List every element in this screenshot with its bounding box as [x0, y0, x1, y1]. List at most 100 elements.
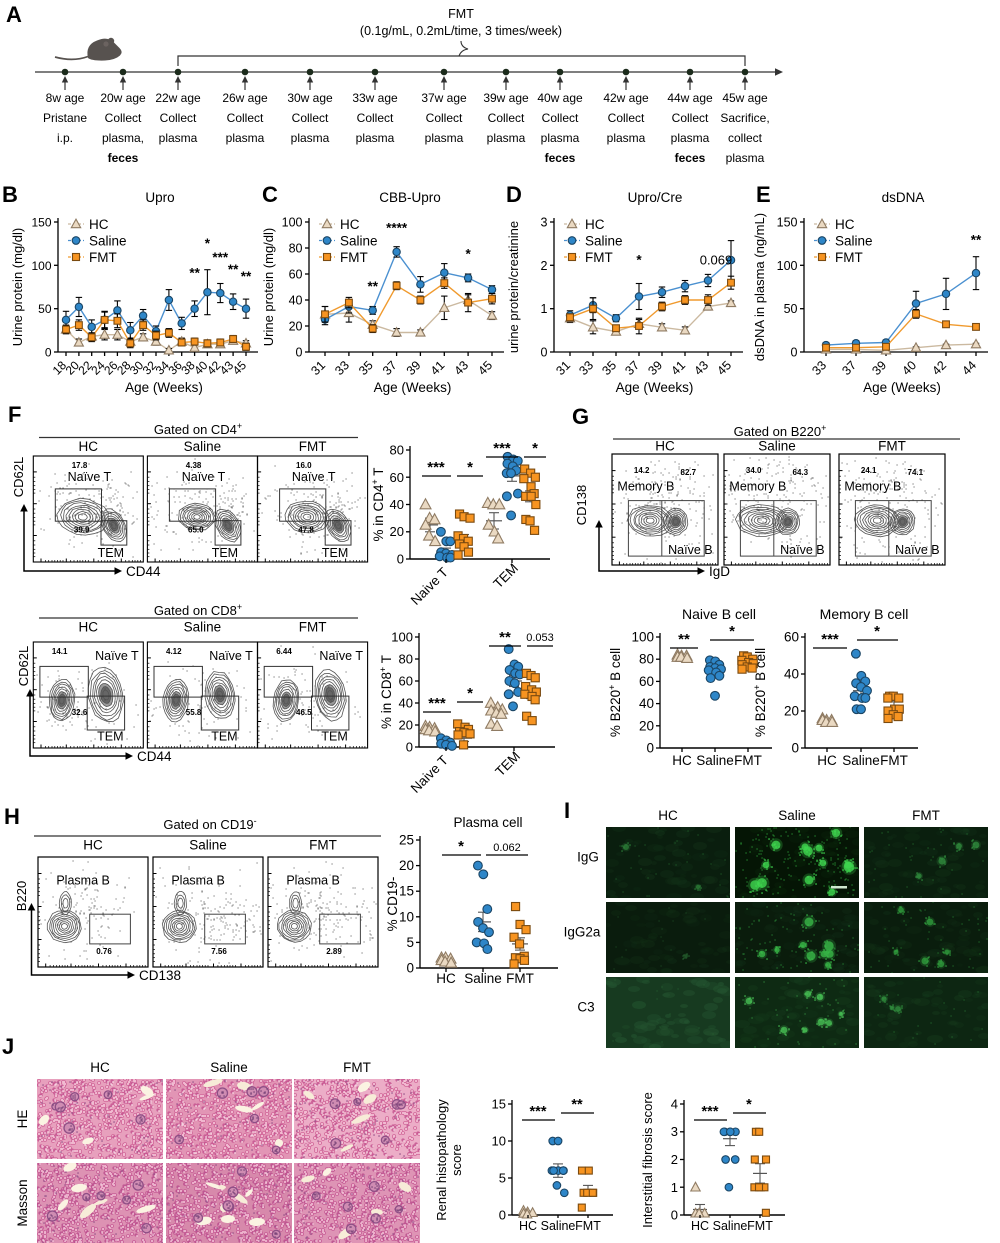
svg-text:Memory B cell: Memory B cell — [820, 606, 909, 622]
svg-text:Plasma B: Plasma B — [56, 874, 110, 888]
svg-text:HC: HC — [817, 753, 837, 768]
svg-text:Urine protein (mg/dl): Urine protein (mg/dl) — [261, 228, 276, 347]
svg-text:Collect: Collect — [488, 111, 525, 125]
svg-text:41: 41 — [668, 358, 688, 378]
svg-text:CD138: CD138 — [574, 485, 589, 525]
svg-text:feces: feces — [545, 151, 576, 165]
svg-text:HC: HC — [83, 838, 103, 853]
svg-text:**: ** — [678, 631, 690, 648]
svg-text:44w age: 44w age — [667, 91, 713, 105]
svg-text:*: * — [467, 459, 473, 476]
svg-text:0: 0 — [541, 346, 548, 360]
svg-text:0: 0 — [406, 740, 413, 755]
svg-text:% CD19-: % CD19- — [385, 877, 400, 932]
svg-text:40: 40 — [390, 497, 404, 512]
svg-text:*: * — [636, 253, 642, 268]
svg-text:37: 37 — [380, 358, 400, 378]
svg-text:plasma: plasma — [607, 131, 646, 145]
svg-text:3: 3 — [671, 1124, 678, 1139]
svg-text:20: 20 — [639, 718, 654, 733]
svg-text:Naïve T: Naïve T — [209, 649, 253, 663]
svg-text:CD44: CD44 — [126, 564, 161, 579]
svg-text:Plasma B: Plasma B — [286, 874, 340, 888]
svg-text:***: *** — [427, 459, 445, 476]
svg-text:(0.1g/mL, 0.2mL/time, 3 times/: (0.1g/mL, 0.2mL/time, 3 times/week) — [360, 24, 562, 38]
svg-text:HC: HC — [585, 217, 605, 232]
svg-text:TEM: TEM — [490, 561, 521, 592]
svg-text:39w age: 39w age — [483, 91, 529, 105]
svg-text:TEM: TEM — [97, 730, 123, 744]
svg-text:Age (Weeks): Age (Weeks) — [374, 380, 452, 395]
svg-text:150: 150 — [31, 216, 51, 230]
svg-text:HC: HC — [79, 439, 99, 454]
svg-text:HC: HC — [340, 217, 360, 232]
svg-text:Saline: Saline — [842, 753, 880, 768]
svg-text:1: 1 — [671, 1180, 678, 1195]
svg-text:CBB-Upro: CBB-Upro — [379, 190, 441, 205]
svg-text:4.12: 4.12 — [166, 647, 182, 656]
svg-text:*: * — [532, 440, 538, 457]
svg-text:43: 43 — [691, 358, 711, 378]
svg-text:CD62L: CD62L — [11, 457, 26, 497]
svg-text:plasma: plasma — [159, 131, 198, 145]
svg-text:1: 1 — [541, 302, 548, 316]
svg-text:Saline: Saline — [340, 233, 378, 248]
svg-text:Collect: Collect — [357, 111, 394, 125]
svg-text:40: 40 — [399, 696, 413, 711]
svg-text:Age (Weeks): Age (Weeks) — [863, 380, 941, 395]
svg-text:33w age: 33w age — [352, 91, 398, 105]
svg-text:80: 80 — [289, 242, 303, 256]
svg-text:FMT: FMT — [343, 1060, 371, 1075]
svg-text:CD138: CD138 — [139, 968, 181, 983]
svg-text:TEM: TEM — [98, 546, 124, 560]
svg-text:7.56: 7.56 — [211, 947, 227, 956]
svg-text:Naïve B: Naïve B — [780, 543, 824, 557]
svg-text:5: 5 — [499, 1171, 506, 1186]
svg-text:20: 20 — [399, 858, 414, 873]
svg-text:Gated on CD8+: Gated on CD8+ — [154, 602, 242, 618]
svg-text:Saline: Saline — [758, 439, 796, 454]
svg-text:urine protein/creatinine: urine protein/creatinine — [506, 221, 521, 353]
svg-text:40: 40 — [899, 358, 919, 378]
svg-text:80: 80 — [399, 652, 413, 667]
svg-text:plasma: plasma — [425, 131, 464, 145]
svg-text:Naïve B: Naïve B — [668, 543, 712, 557]
svg-text:***: *** — [212, 250, 229, 265]
svg-text:Naive B cell: Naive B cell — [682, 606, 756, 622]
svg-text:82.7: 82.7 — [681, 468, 697, 477]
svg-text:55.8: 55.8 — [186, 708, 202, 717]
svg-text:*: * — [465, 246, 471, 261]
svg-text:80: 80 — [390, 443, 404, 458]
svg-text:FMT: FMT — [309, 838, 337, 853]
svg-text:***: *** — [493, 440, 511, 457]
svg-text:Upro/Cre: Upro/Cre — [628, 190, 683, 205]
svg-text:feces: feces — [675, 151, 706, 165]
svg-text:Saline: Saline — [835, 233, 873, 248]
svg-text:39: 39 — [404, 358, 424, 378]
svg-text:37: 37 — [839, 358, 859, 378]
svg-text:Plasma cell: Plasma cell — [453, 815, 522, 830]
svg-text:***: *** — [821, 631, 839, 648]
svg-text:Interstitial fibrosis score: Interstitial fibrosis score — [640, 1092, 655, 1228]
svg-text:Collect: Collect — [672, 111, 709, 125]
svg-text:14.1: 14.1 — [52, 647, 68, 656]
svg-text:35: 35 — [599, 358, 619, 378]
svg-text:% B220+ B cell: % B220+ B cell — [752, 648, 768, 737]
svg-text:*: * — [729, 623, 735, 640]
svg-text:60: 60 — [390, 470, 404, 485]
svg-text:plasma: plasma — [487, 131, 526, 145]
svg-text:*: * — [458, 838, 464, 855]
svg-text:dsDNA in plasma (ng/mL): dsDNA in plasma (ng/mL) — [752, 213, 767, 361]
svg-text:% B220+ B cell: % B220+ B cell — [607, 648, 623, 737]
svg-text:0: 0 — [296, 346, 303, 360]
svg-text:0: 0 — [646, 741, 654, 756]
svg-text:FMT: FMT — [89, 250, 117, 265]
svg-text:**: ** — [189, 266, 200, 281]
svg-text:HC: HC — [519, 1219, 537, 1233]
svg-text:dsDNA: dsDNA — [882, 190, 925, 205]
svg-text:Memory B: Memory B — [617, 480, 674, 494]
svg-text:33: 33 — [809, 358, 829, 378]
svg-text:HC: HC — [89, 217, 109, 232]
svg-text:FMT: FMT — [340, 250, 368, 265]
svg-text:32.6: 32.6 — [72, 708, 88, 717]
